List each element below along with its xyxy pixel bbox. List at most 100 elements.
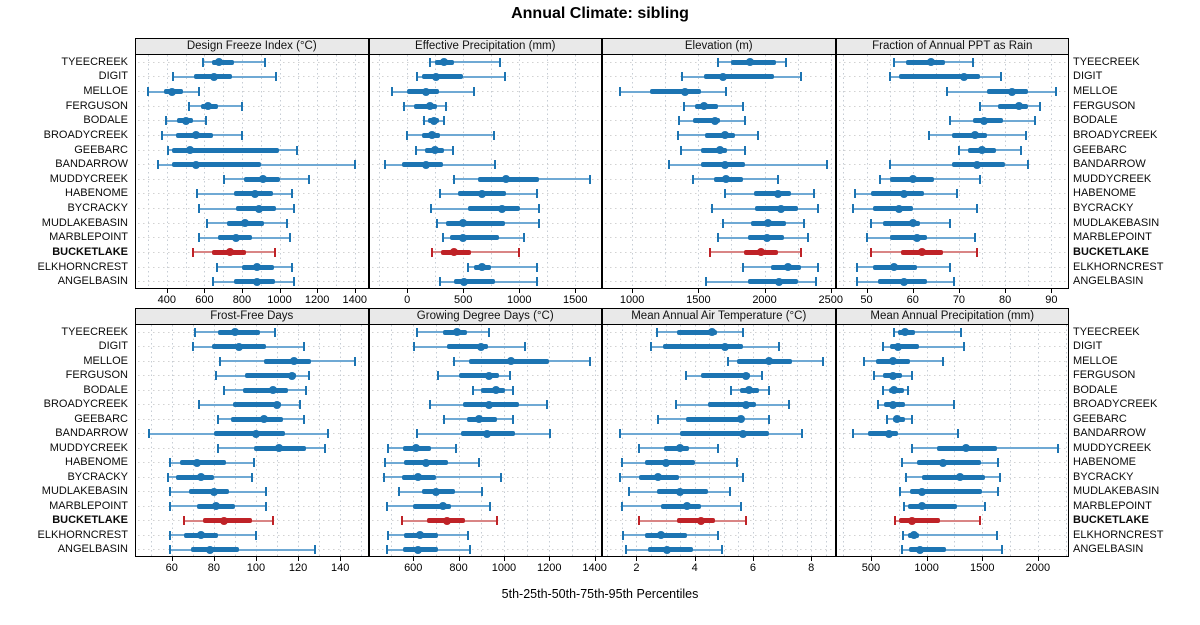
axis-tick-label: 120 [288,562,308,574]
whisker-cap-p95 [999,472,1002,482]
panel-design-freeze-index-c [135,55,369,289]
axis-tick-label: 8 [808,562,815,574]
median-dot [492,386,501,395]
median-dot [959,72,968,81]
median-dot [458,233,467,242]
whisker-cap-p95 [963,342,966,352]
iqr-bar [245,373,296,379]
whisker-line [852,432,958,435]
median-dot [710,116,719,125]
x-axis-fraction-of-annual-ppt-as-rain: 50 60 70 80 90 [836,289,1070,308]
median-dot [253,277,261,286]
median-dot [980,116,989,125]
axis-tick-label: 1400 [342,294,367,306]
whisker-cap-p95 [725,87,728,97]
whisker-cap-p95 [478,458,480,468]
row-guide [371,149,599,151]
site-label: BROADYCREEK [1073,128,1158,141]
row-guide [138,91,366,93]
gridline-vertical [241,55,243,288]
whisker-line [468,266,538,269]
axis-tick [752,557,754,561]
site-label: BROADYCREEK [43,128,128,141]
whisker-cap-p95 [743,145,746,155]
median-dot [741,371,750,380]
median-dot [894,342,903,351]
whisker-cap-p95 [512,385,515,395]
median-dot [663,545,672,554]
whisker-cap-p5 [853,189,856,199]
panel-strip-fraction-of-annual-ppt-as-rain: Fraction of Annual PPT as Rain [835,38,1069,55]
whisker-cap-p5 [620,501,623,511]
whisker-cap-p95 [799,247,802,257]
panel-mean-annual-precipitation-mm [835,325,1069,557]
gridline-vertical [796,325,798,556]
site-label: DIGIT [1073,340,1103,353]
whisker-cap-p95 [948,262,951,272]
whisker-cap-p95 [741,101,744,111]
whisker-cap-p5 [638,516,641,526]
whisker-cap-p95 [1024,130,1027,140]
gridline-vertical [463,55,465,288]
whisker-cap-p5 [166,472,169,482]
whisker-cap-p5 [705,277,708,287]
row-guide [371,549,599,551]
whisker-cap-p5 [397,487,400,497]
axis-tick [458,557,460,561]
whisker-cap-p5 [684,371,687,381]
whisker-cap-p5 [202,57,205,67]
median-dot [661,458,670,467]
whisker-cap-p95 [717,530,720,540]
median-dot [775,277,784,286]
median-dot [978,146,987,155]
whisker-cap-p5 [415,327,418,337]
whisker-cap-p95 [205,116,208,126]
row-guide [605,360,833,362]
whisker-cap-p5 [730,385,733,395]
gridline-vertical [435,55,437,288]
whisker-cap-p95 [313,545,316,555]
gridline-vertical [223,55,225,288]
gridline-vertical [698,55,700,288]
gridline-vertical [458,325,460,556]
median-dot [429,116,438,125]
axis-tick-label: 600 [195,294,214,306]
median-dot [908,516,917,525]
gridline-vertical [549,325,551,556]
site-label: DIGIT [98,340,128,353]
median-dot [738,429,747,438]
iqr-bar [700,373,751,379]
gridline-vertical [519,55,521,288]
row-guide [371,491,599,493]
gridline-vertical [665,55,667,288]
whisker-cap-p95 [589,356,592,366]
axis-tick-label: 2 [633,562,640,574]
whisker-cap-p5 [892,327,895,337]
whisker-cap-p5 [851,204,854,214]
whisker-cap-p95 [265,487,268,497]
site-label-column-left: TYEECREEK DIGIT MELLOE FERGUSON BODALE BROADY… [0,55,128,289]
whisker-cap-p5 [619,87,622,97]
median-dot [431,146,440,155]
gridline-vertical [843,325,845,556]
whisker-cap-p95 [353,160,356,170]
whisker-cap-p95 [741,472,744,482]
row-guide [838,360,1066,362]
median-dot [432,72,441,81]
site-label: FERGUSON [1073,369,1136,382]
axis-tick [811,557,813,561]
whisker-cap-p95 [803,218,806,228]
axis-tick [407,289,409,293]
site-label: MUDDYCREEK [1073,441,1152,454]
axis-tick-label: 1500 [686,294,711,306]
whisker-cap-p95 [303,414,306,424]
whisker-cap-p95 [978,174,981,184]
whisker-cap-p5 [423,116,426,126]
axis-tick-label: 800 [449,562,468,574]
axis-tick [870,557,872,561]
site-label: MUDLAKEBASIN [1073,216,1160,229]
gridline-vertical [361,325,363,556]
row-guide [371,91,599,93]
iqr-bar [922,474,985,480]
gridline-vertical [277,325,278,556]
